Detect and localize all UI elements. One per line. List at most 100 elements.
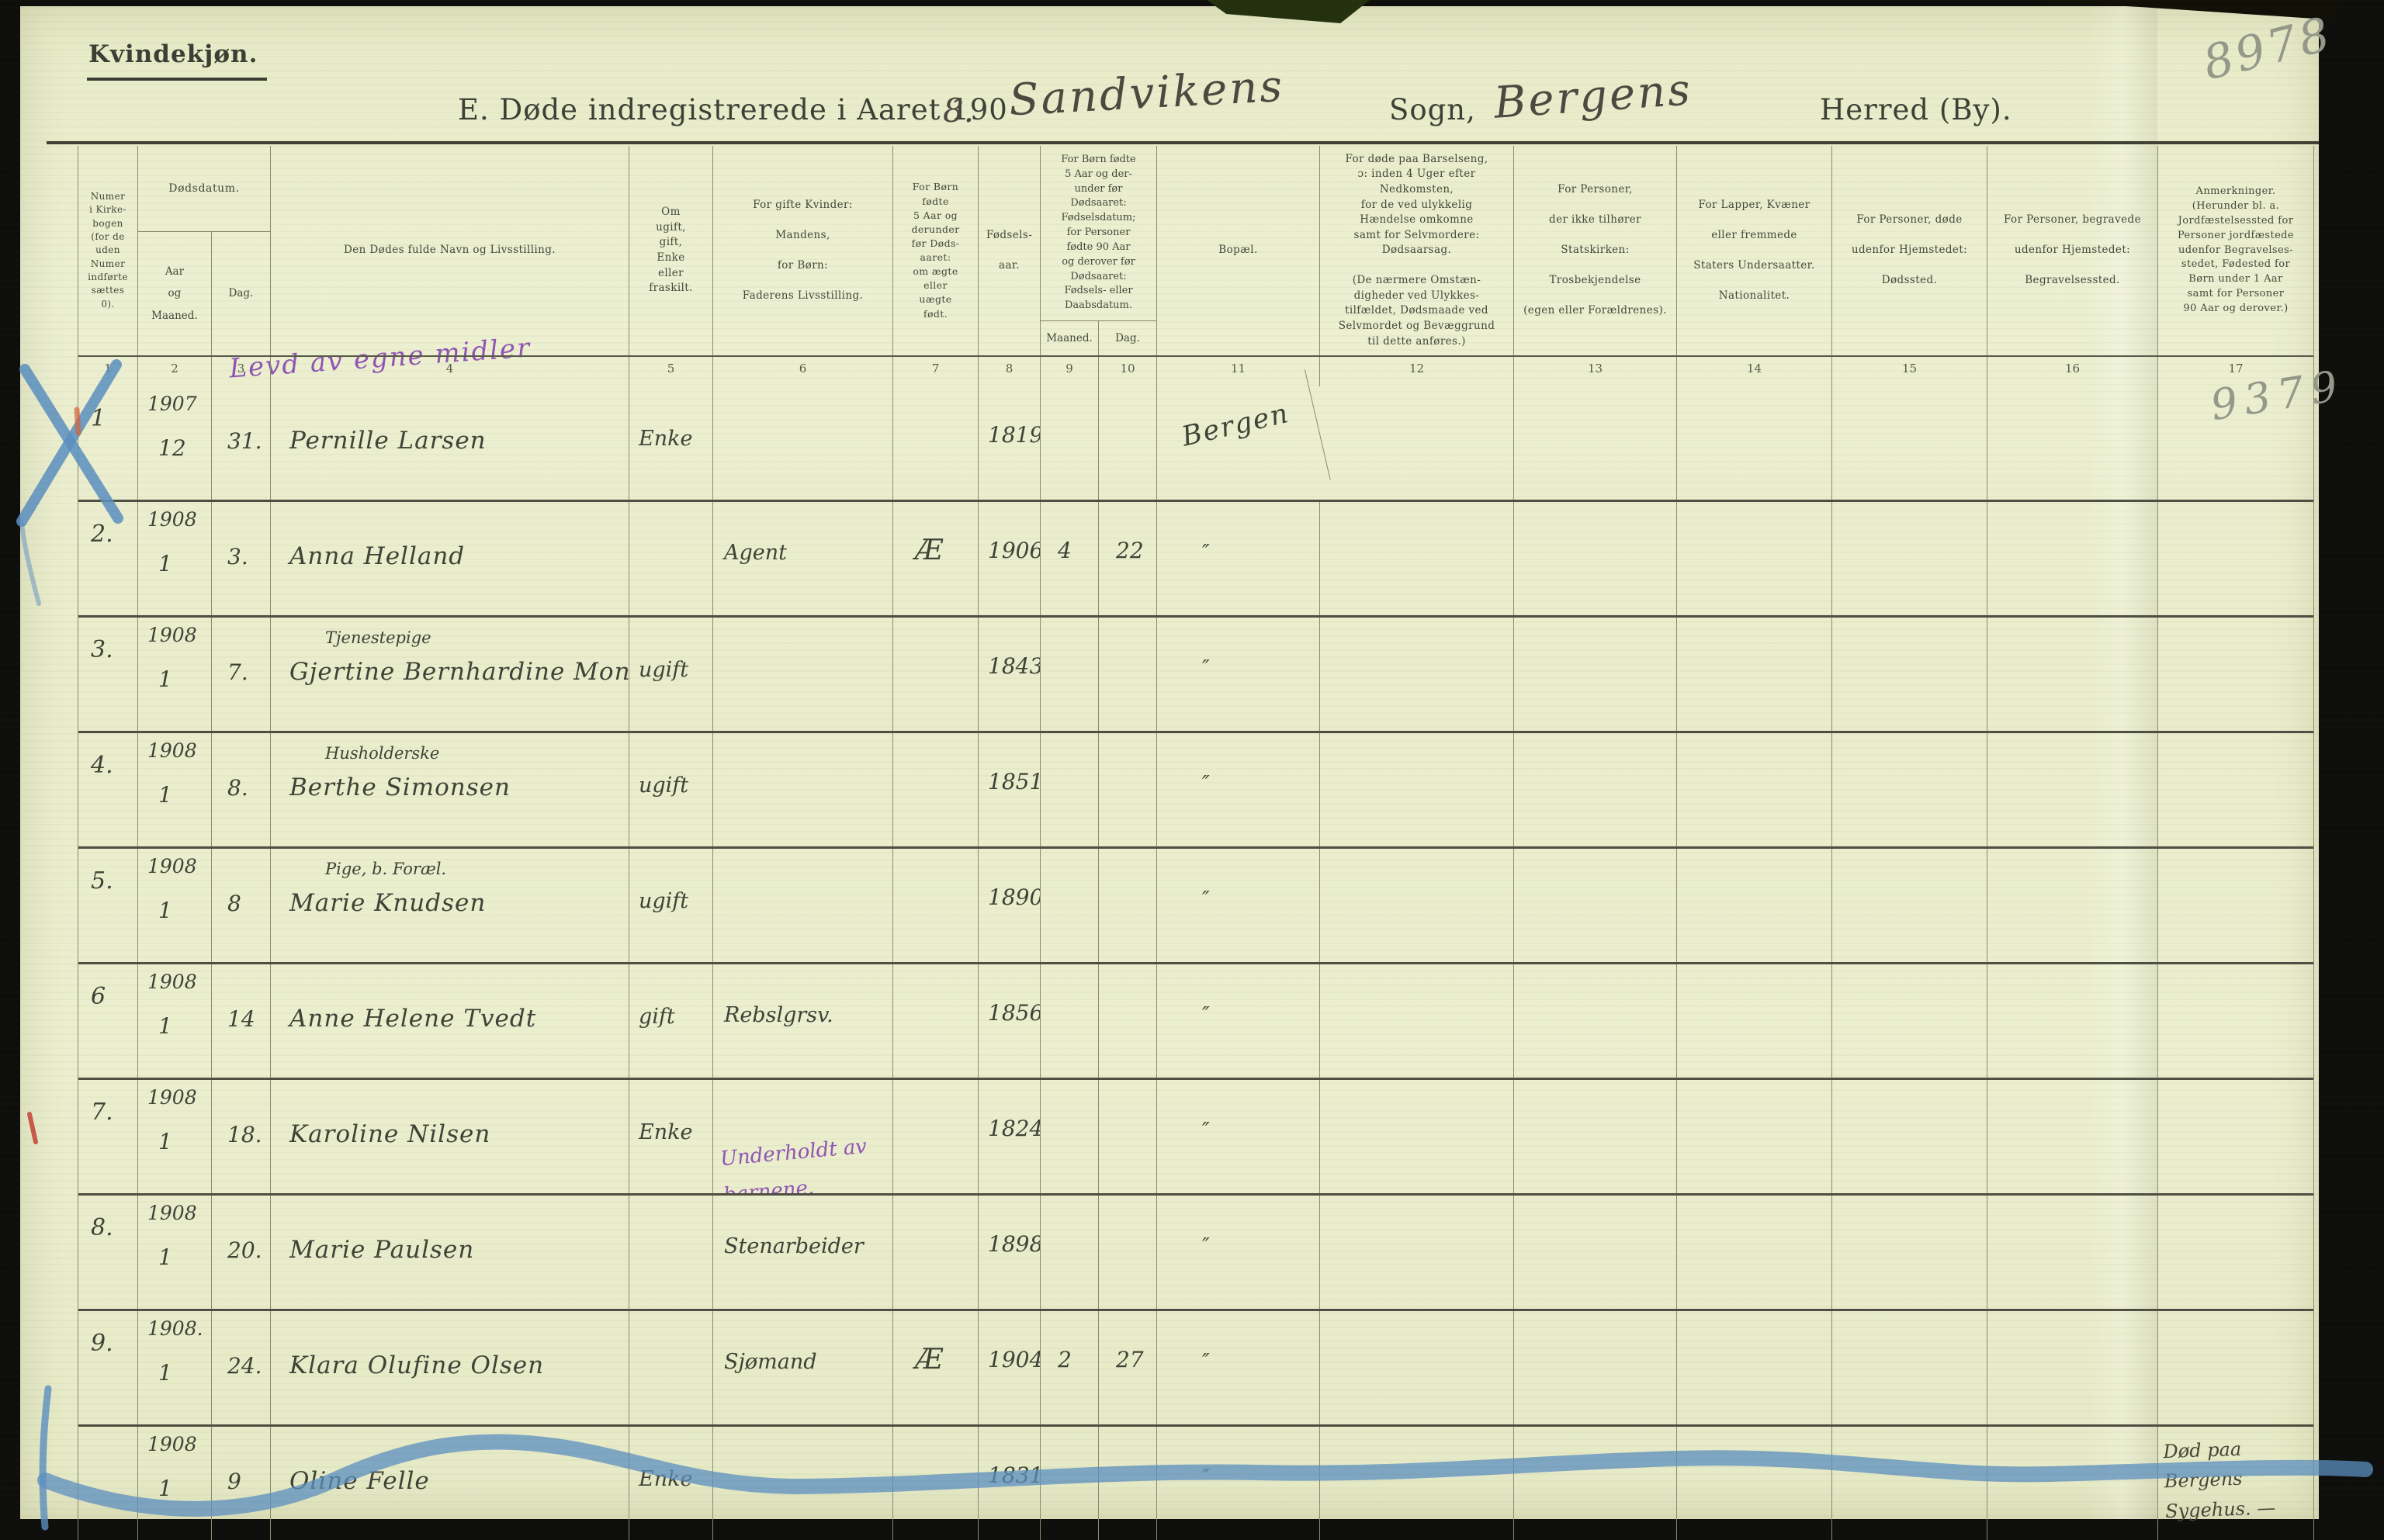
creed-cell <box>1514 964 1677 1078</box>
residence: ″ <box>1157 1080 1320 1193</box>
place-of-death-cell <box>1832 1311 1987 1424</box>
name-cell: Pernille Larsen <box>271 386 629 500</box>
register-row: 1908 1 9 Oline Felle Enke 1831. ″ Død pa… <box>78 1424 2313 1540</box>
cause-of-death-cell <box>1320 1427 1514 1540</box>
death-year: 1908 <box>147 508 197 531</box>
row-number <box>78 1427 138 1540</box>
occupation <box>271 964 629 1002</box>
place-of-death-cell <box>1832 386 1987 500</box>
full-name: Oline Felle <box>289 1467 430 1495</box>
remarks <box>2157 1309 2316 1428</box>
nationality-cell <box>1677 1196 1832 1309</box>
birth-month <box>1041 1427 1099 1540</box>
place-of-death-cell <box>1832 1196 1987 1309</box>
remarks <box>2157 731 2316 850</box>
remarks <box>2157 846 2316 965</box>
row-number: 4. <box>78 733 138 846</box>
occupation <box>271 1080 629 1117</box>
cause-of-death-cell <box>1320 964 1514 1078</box>
birth-year: 1898 <box>979 1196 1041 1309</box>
header-creed: For Personer, der ikke tilhører Statskir… <box>1514 146 1677 355</box>
burial-place-cell <box>1987 502 2158 615</box>
death-day: 8 <box>212 849 271 962</box>
col-number: 1 <box>78 357 138 386</box>
col-number: 16 <box>1987 357 2158 386</box>
death-day: 20. <box>212 1196 271 1309</box>
place-of-death-cell <box>1832 502 1987 615</box>
header-birth-date-label: For Børn fødte 5 Aar og der- under før D… <box>1041 146 1156 321</box>
nationality-cell <box>1677 386 1832 500</box>
header-day: Dag. <box>228 287 254 300</box>
remarks <box>2157 1193 2316 1312</box>
birth-month <box>1041 964 1099 1078</box>
nationality-cell <box>1677 1427 1832 1540</box>
death-year: 1908 <box>147 971 197 993</box>
nationality-cell <box>1677 733 1832 846</box>
birth-day <box>1099 733 1157 846</box>
husband-father-occupation-cell <box>713 733 893 846</box>
marital-status <box>629 1196 713 1309</box>
creed-cell <box>1514 1311 1677 1424</box>
burial-place-cell <box>1987 1080 2158 1193</box>
remarks <box>2157 962 2316 1081</box>
death-day: 31. <box>212 386 271 500</box>
table-header: Numer i Kirke- bogen (for de uden Numer … <box>78 146 2313 355</box>
death-day: 18. <box>212 1080 271 1193</box>
cause-of-death-cell <box>1320 1311 1514 1424</box>
husband-father-occupation-cell <box>713 386 893 500</box>
occupation: Husholderske <box>325 744 440 763</box>
residence: ″ <box>1157 618 1320 731</box>
residence: Bergen <box>1146 369 1331 517</box>
form-title-printed: E. Døde indregistrerede i Aaret 190 <box>458 93 1008 126</box>
remarks <box>2157 615 2316 734</box>
death-year-month-cell: 1908. 1 <box>138 1311 212 1424</box>
occupation: Tjenestepige <box>325 628 431 647</box>
death-year-month-cell: 1908 1 <box>138 849 212 962</box>
birth-day <box>1099 1196 1157 1309</box>
death-day: 24. <box>212 1311 271 1424</box>
col-number: 10 <box>1099 357 1157 386</box>
nationality-cell <box>1677 1080 1832 1193</box>
col-number: 9 <box>1041 357 1099 386</box>
burial-place-cell <box>1987 1427 2158 1540</box>
burial-place-cell <box>1987 1311 2158 1424</box>
full-name: Klara Olufine Olsen <box>289 1351 545 1379</box>
nationality-cell <box>1677 502 1832 615</box>
header-church-book-number: Numer i Kirke- bogen (for de uden Numer … <box>78 146 138 355</box>
support-note-purple: Underholdt av barnene. <box>719 1134 868 1193</box>
death-month: 1 <box>158 1129 172 1154</box>
register-row: 5. 1908 1 8 Pige, b. Foræl. Marie Knudse… <box>78 846 2313 962</box>
full-name: Gjertine Bernhardine Monsen <box>289 658 629 686</box>
name-cell: Karoline Nilsen <box>271 1080 629 1193</box>
death-day: 8. <box>212 733 271 846</box>
occupation <box>271 1196 629 1233</box>
occupation <box>271 502 629 539</box>
row-number: 1 <box>78 386 138 500</box>
death-month: 1 <box>158 898 172 923</box>
marital-status: ugift <box>629 618 713 731</box>
birth-year: 1819 <box>979 386 1041 500</box>
birth-day <box>1099 386 1157 500</box>
register-row: 4. 1908 1 8. Husholderske Berthe Simonse… <box>78 731 2313 846</box>
header-birth-year: Fødsels- aar. <box>979 146 1041 355</box>
burial-place-cell <box>1987 733 2158 846</box>
row-number: 3. <box>78 618 138 731</box>
register-row: 3. 1908 1 7. Tjenestepige Gjertine Bernh… <box>78 615 2313 731</box>
header-marital-status: Om ugift, gift, Enke eller fraskilt. <box>629 146 713 355</box>
occupation <box>271 1311 629 1348</box>
remarks: Død paa Bergens Sygehus. — <box>2163 1438 2276 1522</box>
legitimacy-mark <box>893 1196 979 1309</box>
birth-year: 1824 <box>979 1080 1041 1193</box>
death-day: 9 <box>212 1427 271 1540</box>
cause-of-death-cell <box>1320 733 1514 846</box>
legitimacy-mark <box>893 733 979 846</box>
register-row: 9. 1908. 1 24. Klara Olufine Olsen Sjøma… <box>78 1309 2313 1424</box>
death-month: 1 <box>158 1360 172 1386</box>
death-year-month-cell: 1908 1 <box>138 502 212 615</box>
birth-day <box>1099 618 1157 731</box>
death-year-month-cell: 1908 1 <box>138 964 212 1078</box>
legitimacy-mark <box>893 1427 979 1540</box>
nationality-cell <box>1677 964 1832 1078</box>
birth-year: 1831. <box>979 1427 1041 1540</box>
death-year-month-cell: 1908 1 <box>138 1080 212 1193</box>
